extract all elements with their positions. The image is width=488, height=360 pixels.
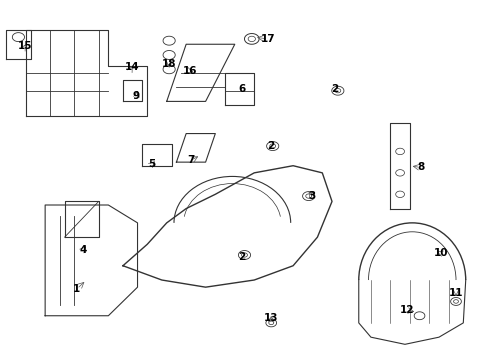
Text: 8: 8 (416, 162, 423, 172)
Text: 5: 5 (148, 159, 155, 169)
Text: 4: 4 (79, 245, 86, 255)
Text: 18: 18 (162, 59, 176, 69)
Text: 17: 17 (260, 34, 275, 44)
Text: 13: 13 (264, 312, 278, 323)
Text: 1: 1 (73, 284, 80, 294)
Text: 3: 3 (307, 191, 315, 201)
Text: 15: 15 (18, 41, 32, 51)
Text: 10: 10 (433, 248, 448, 258)
Text: 6: 6 (238, 84, 245, 94)
Text: 9: 9 (133, 91, 140, 101)
Text: 12: 12 (399, 305, 414, 315)
Text: 7: 7 (187, 156, 194, 165)
Text: 2: 2 (238, 252, 245, 262)
Text: 16: 16 (183, 66, 197, 76)
Text: 2: 2 (267, 141, 274, 151)
Text: 11: 11 (448, 288, 462, 297)
Text: 14: 14 (124, 63, 139, 72)
Text: 2: 2 (330, 84, 337, 94)
